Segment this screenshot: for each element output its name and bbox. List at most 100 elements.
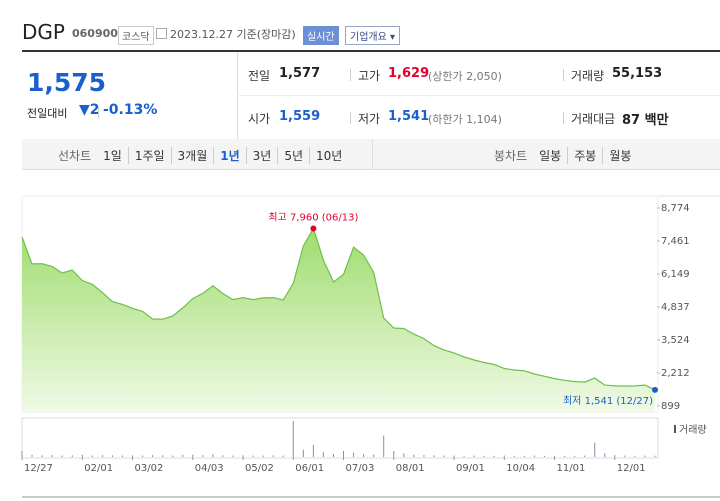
current-price: 1,575	[27, 68, 107, 97]
volume-bar	[564, 456, 566, 457]
chart-type: 봉차트	[494, 149, 528, 163]
volume-legend: 거래량	[679, 424, 707, 436]
x-tick-label: 08/01	[396, 463, 425, 474]
volume-bar	[312, 445, 314, 457]
volume-bar	[172, 455, 174, 457]
area-fill	[22, 228, 655, 412]
candle-tab[interactable]: 주봉	[567, 147, 602, 164]
volume-bar	[403, 453, 405, 457]
quote-label: 시가	[248, 112, 271, 126]
volume-bar	[292, 421, 294, 457]
period-tab[interactable]: 1년	[213, 147, 245, 164]
x-tick-label: 09/01	[456, 463, 485, 474]
x-tick-label: 05/02	[245, 463, 274, 474]
volume-bar	[262, 455, 264, 457]
volume-bar	[21, 451, 23, 457]
extreme-point	[310, 225, 317, 232]
volume-bar	[91, 455, 93, 457]
volume-bar	[121, 455, 123, 457]
quote-label: 저가	[358, 112, 381, 126]
volume-bar	[332, 454, 334, 457]
period-tab[interactable]: 3년	[245, 147, 278, 164]
quote-label: 전일	[248, 69, 271, 83]
x-tick-label: 06/01	[295, 463, 324, 474]
volume-bar	[503, 455, 505, 457]
quote-value: 87 백만	[622, 113, 669, 128]
volume-bar	[81, 454, 83, 457]
volume-bar	[554, 455, 556, 457]
volume-bar	[41, 455, 43, 457]
nav-bar	[22, 139, 720, 170]
change-label: 전일대비	[27, 107, 68, 120]
y-tick-label: 3,524	[661, 335, 690, 346]
quote-note: (상한가 2,050)	[428, 70, 502, 83]
y-tick-label: 8,774	[661, 203, 690, 214]
volume-bar	[242, 455, 244, 457]
x-tick-label: 12/01	[617, 463, 646, 474]
volume-bar	[604, 453, 606, 457]
change: ▼2	[79, 102, 100, 118]
quote-label: 거래대금	[571, 112, 616, 126]
volume-bar	[343, 451, 345, 457]
annotation: 최저 1,541 (12/27)	[563, 395, 653, 407]
volume-bar	[192, 454, 194, 457]
period-tab[interactable]: 5년	[277, 147, 309, 164]
volume-bar	[513, 455, 515, 457]
extreme-point	[652, 386, 658, 393]
volume-bar	[634, 455, 636, 457]
y-tick-label: 2,212	[661, 368, 690, 379]
period-tab[interactable]: 10년	[309, 147, 348, 164]
divider	[98, 106, 99, 118]
volume-bar	[413, 454, 415, 457]
quote-value: 1,629	[388, 66, 430, 81]
volume-bar	[533, 455, 535, 457]
candle-tab[interactable]: 일봉	[539, 149, 562, 163]
volume-bar	[282, 455, 284, 457]
candle-tab[interactable]: 월봉	[602, 147, 637, 164]
volume-bar	[483, 455, 485, 457]
volume-bar	[51, 455, 53, 457]
volume-bar	[132, 455, 134, 457]
x-tick-label: 07/03	[346, 463, 375, 474]
period-tab[interactable]: 1일	[103, 149, 122, 163]
period-tab[interactable]: 1주일	[127, 147, 171, 164]
x-tick-label: 03/02	[135, 463, 164, 474]
volume-bar	[111, 455, 113, 457]
base-date: 2023.12.27 기준(장마감)	[170, 28, 296, 41]
divider	[350, 112, 351, 124]
x-tick-label: 04/03	[195, 463, 224, 474]
volume-bar	[584, 455, 586, 457]
volume-bar	[644, 455, 646, 457]
company-button[interactable]: 기업개요	[345, 26, 401, 45]
volume-bar	[202, 455, 204, 457]
quote-label: 거래량	[571, 69, 605, 83]
volume-bar	[252, 455, 254, 457]
stock-name: DGP	[22, 20, 65, 44]
volume-bar	[654, 455, 656, 457]
change-pct: -0.13%	[103, 102, 158, 118]
annotation: 최고 7,960 (06/13)	[268, 211, 358, 223]
quote-value: 1,559	[279, 109, 321, 124]
x-tick-label: 10/04	[506, 463, 535, 474]
volume-bar	[594, 442, 596, 457]
volume-bar	[142, 455, 144, 457]
period-menu: 선차트 1일 1주일 3개월 1년 3년 5년 10년	[52, 147, 348, 164]
divider	[563, 112, 564, 124]
period-tab[interactable]: 3개월	[170, 147, 214, 164]
volume-bar	[423, 455, 425, 457]
volume-bar	[624, 455, 626, 457]
candle-menu: 봉차트 일봉 주봉 월봉	[488, 147, 637, 164]
volume-bar	[182, 454, 184, 457]
volume-legend-swatch	[674, 425, 676, 433]
volume-bar	[614, 455, 616, 457]
volume-bar	[433, 455, 435, 457]
stock-code: 060900	[72, 27, 118, 40]
nav-divider	[372, 139, 373, 169]
realtime-badge[interactable]: 실시간	[303, 26, 339, 45]
y-tick-label: 6,149	[661, 269, 690, 280]
volume-bar	[302, 449, 304, 457]
volume-bar	[212, 454, 214, 457]
volume-bar	[523, 455, 525, 457]
